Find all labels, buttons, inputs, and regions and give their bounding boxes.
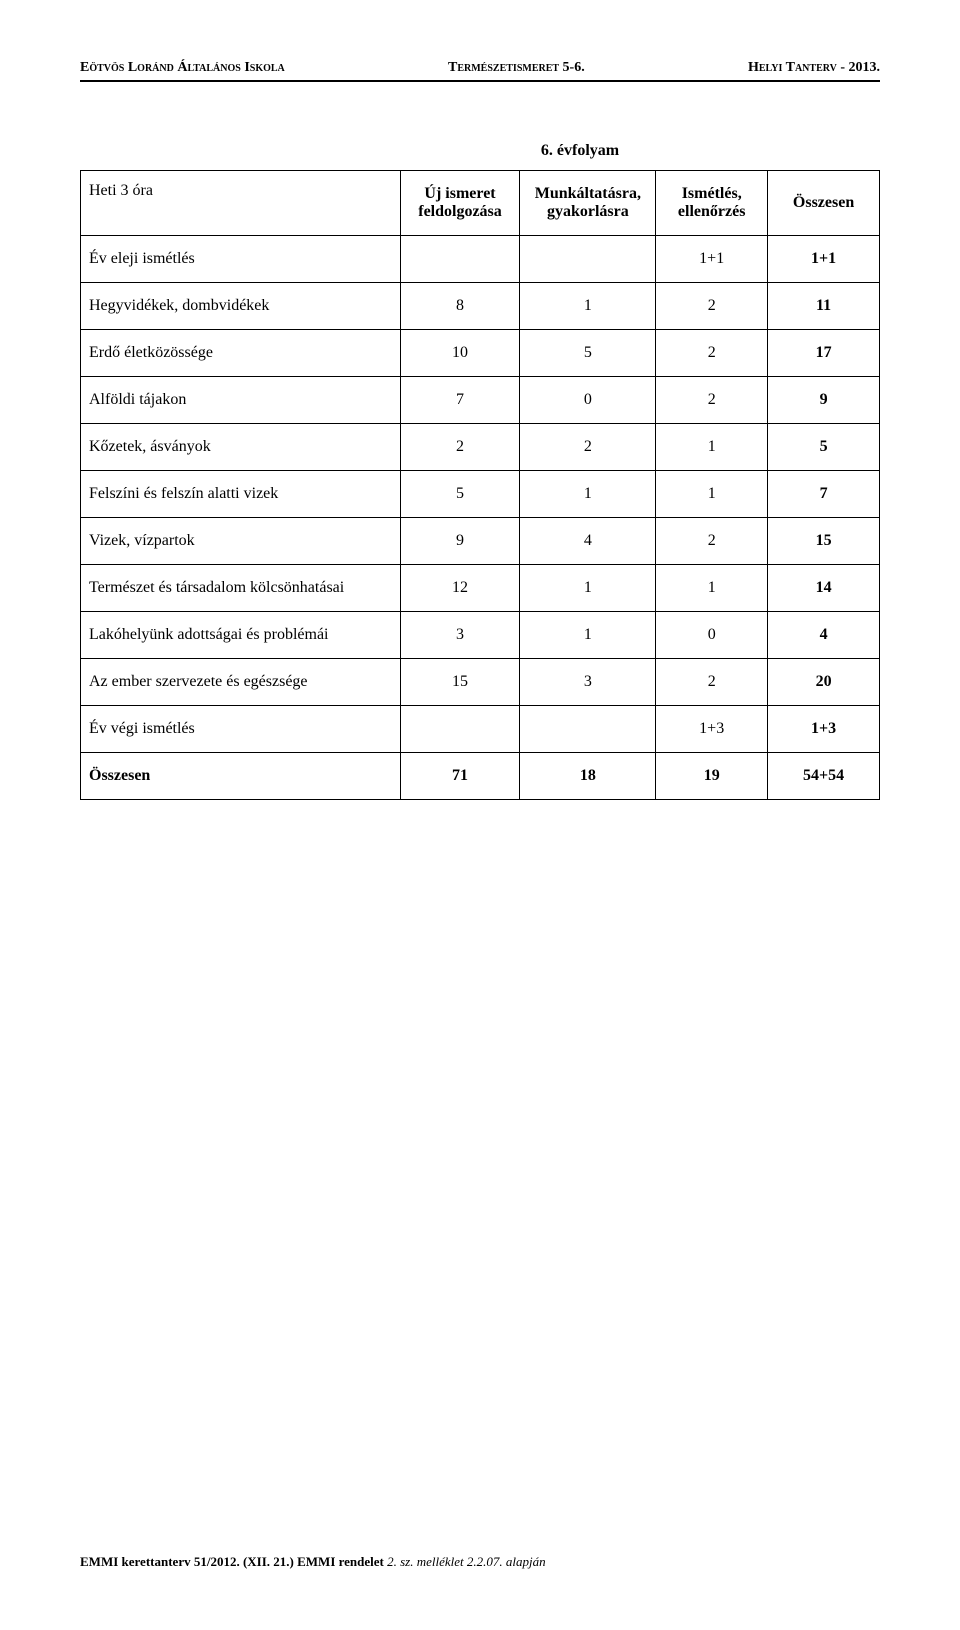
row-cell: 5 <box>768 424 880 471</box>
row-cell: 1+1 <box>656 236 768 283</box>
row-cell: 5 <box>400 471 520 518</box>
row-cell: 20 <box>768 659 880 706</box>
total-c4: 19 <box>656 753 768 800</box>
row-cell <box>520 236 656 283</box>
total-label: Összesen <box>81 753 401 800</box>
heti-row: Heti 3 óra Új ismeret feldolgozása Munká… <box>81 171 880 206</box>
row-label: Felszíni és felszín alatti vizek <box>81 471 401 518</box>
row-cell <box>400 236 520 283</box>
row-cell: 2 <box>656 518 768 565</box>
row-cell: 9 <box>400 518 520 565</box>
row-cell <box>400 706 520 753</box>
col-header-new: Új ismeret feldolgozása <box>400 171 520 236</box>
row-cell: 2 <box>400 424 520 471</box>
table-row: Felszíni és felszín alatti vizek5117 <box>81 471 880 518</box>
table-row: Az ember szervezete és egészsége153220 <box>81 659 880 706</box>
curriculum-table: Heti 3 óra Új ismeret feldolgozása Munká… <box>80 170 880 800</box>
row-cell: 2 <box>656 377 768 424</box>
row-cell: 17 <box>768 330 880 377</box>
table-row: Lakóhelyünk adottságai és problémái3104 <box>81 612 880 659</box>
row-cell: 2 <box>656 659 768 706</box>
row-cell: 1 <box>520 471 656 518</box>
row-cell: 0 <box>520 377 656 424</box>
row-cell: 4 <box>768 612 880 659</box>
col-header-total: Összesen <box>768 171 880 236</box>
table-row: Erdő életközössége105217 <box>81 330 880 377</box>
row-label: Év végi ismétlés <box>81 706 401 753</box>
row-cell: 2 <box>656 283 768 330</box>
col-header-review: Ismétlés, ellenőrzés <box>656 171 768 236</box>
row-cell: 11 <box>768 283 880 330</box>
row-cell: 1 <box>520 612 656 659</box>
row-label: Alföldi tájakon <box>81 377 401 424</box>
row-cell: 1 <box>520 565 656 612</box>
heti-label: Heti 3 óra <box>81 171 401 206</box>
row-cell: 10 <box>400 330 520 377</box>
footer-bold: EMMI kerettanterv 51/2012. (XII. 21.) EM… <box>80 1554 384 1569</box>
total-row: Összesen 71 18 19 54+54 <box>81 753 880 800</box>
col-header-practice: Munkáltatásra, gyakorlásra <box>520 171 656 236</box>
row-cell <box>520 706 656 753</box>
row-cell: 2 <box>656 330 768 377</box>
row-cell: 3 <box>520 659 656 706</box>
row-label: Hegyvidékek, dombvidékek <box>81 283 401 330</box>
row-cell: 5 <box>520 330 656 377</box>
page-footer: EMMI kerettanterv 51/2012. (XII. 21.) EM… <box>80 1554 546 1570</box>
row-label: Erdő életközössége <box>81 330 401 377</box>
row-cell: 1 <box>520 283 656 330</box>
page-header: Eötvös Loránd Általános Iskola Természet… <box>80 60 880 82</box>
row-cell: 7 <box>768 471 880 518</box>
row-cell: 2 <box>520 424 656 471</box>
table-row: Természet és társadalom kölcsönhatásai12… <box>81 565 880 612</box>
row-cell: 7 <box>400 377 520 424</box>
table-row: Vizek, vízpartok94215 <box>81 518 880 565</box>
table-row: Év végi ismétlés 1+31+3 <box>81 706 880 753</box>
row-label: Év eleji ismétlés <box>81 236 401 283</box>
row-label: Az ember szervezete és egészsége <box>81 659 401 706</box>
row-cell: 3 <box>400 612 520 659</box>
row-cell: 15 <box>400 659 520 706</box>
row-cell: 1 <box>656 471 768 518</box>
row-cell: 0 <box>656 612 768 659</box>
table-row: Alföldi tájakon7029 <box>81 377 880 424</box>
row-cell: 1 <box>656 424 768 471</box>
row-label: Kőzetek, ásványok <box>81 424 401 471</box>
table-row: Év eleji ismétlés 1+11+1 <box>81 236 880 283</box>
table-row: Hegyvidékek, dombvidékek81211 <box>81 283 880 330</box>
header-center: Természetismeret 5-6. <box>448 60 585 76</box>
row-cell: 4 <box>520 518 656 565</box>
row-cell: 9 <box>768 377 880 424</box>
row-label: Természet és társadalom kölcsönhatásai <box>81 565 401 612</box>
row-label: Vizek, vízpartok <box>81 518 401 565</box>
grade-title: 6. évfolyam <box>280 142 880 160</box>
row-cell: 1 <box>656 565 768 612</box>
row-cell: 1+3 <box>768 706 880 753</box>
row-cell: 1+1 <box>768 236 880 283</box>
total-c3: 18 <box>520 753 656 800</box>
row-label: Lakóhelyünk adottságai és problémái <box>81 612 401 659</box>
total-c2: 71 <box>400 753 520 800</box>
table-row: Kőzetek, ásványok2215 <box>81 424 880 471</box>
footer-italic: 2. sz. melléklet 2.2.07. alapján <box>384 1554 546 1569</box>
row-cell: 1+3 <box>656 706 768 753</box>
row-cell: 14 <box>768 565 880 612</box>
row-cell: 15 <box>768 518 880 565</box>
row-cell: 8 <box>400 283 520 330</box>
empty-header-cell <box>81 206 401 236</box>
header-left: Eötvös Loránd Általános Iskola <box>80 60 285 76</box>
header-right: Helyi Tanterv - 2013. <box>748 60 880 76</box>
row-cell: 12 <box>400 565 520 612</box>
total-c5: 54+54 <box>768 753 880 800</box>
